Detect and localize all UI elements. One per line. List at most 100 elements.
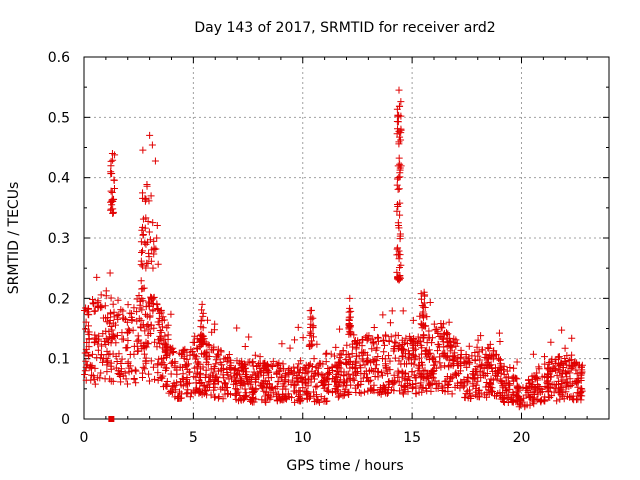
data-point <box>97 354 105 362</box>
data-point <box>154 369 162 377</box>
data-point <box>233 324 241 332</box>
data-point <box>175 349 183 357</box>
data-point <box>117 365 125 373</box>
data-point <box>217 365 225 373</box>
data-point <box>435 343 443 351</box>
data-point <box>574 378 582 386</box>
data-point <box>131 366 139 374</box>
data-point <box>125 327 133 335</box>
data-point <box>419 311 427 319</box>
data-point <box>395 138 403 146</box>
data-point <box>534 387 542 395</box>
data-point <box>227 372 235 380</box>
data-point <box>395 185 403 193</box>
data-point <box>353 339 361 347</box>
data-point <box>352 357 360 365</box>
data-point <box>138 374 146 382</box>
data-point <box>106 269 114 277</box>
data-point <box>373 361 381 369</box>
data-point <box>236 370 244 378</box>
data-point <box>370 381 378 389</box>
data-point <box>568 334 576 342</box>
data-point <box>421 350 429 358</box>
data-point <box>490 347 498 355</box>
data-point <box>244 379 252 387</box>
data-point <box>106 309 114 317</box>
data-point <box>377 390 385 398</box>
data-point <box>412 374 420 382</box>
data-point <box>575 390 583 398</box>
data-point <box>528 378 536 386</box>
data-point <box>450 335 458 343</box>
data-point <box>386 319 394 327</box>
data-point <box>306 331 314 339</box>
data-point <box>353 382 361 390</box>
data-point <box>237 395 245 403</box>
data-point <box>550 380 558 388</box>
data-point <box>324 387 332 395</box>
data-point <box>488 365 496 373</box>
data-point <box>529 350 537 358</box>
data-point <box>417 338 425 346</box>
data-point <box>238 375 246 383</box>
data-point <box>103 368 111 376</box>
data-point <box>119 372 127 380</box>
data-point <box>395 102 403 110</box>
data-point <box>415 354 423 362</box>
data-point <box>449 352 457 360</box>
data-point <box>385 352 393 360</box>
data-point <box>249 389 257 397</box>
data-point <box>420 334 428 342</box>
data-point <box>430 353 438 361</box>
data-point <box>332 343 340 351</box>
data-point <box>146 312 154 320</box>
data-point <box>142 195 150 203</box>
data-point <box>152 245 160 253</box>
data-point <box>547 338 555 346</box>
data-point <box>241 385 249 393</box>
data-point <box>544 379 552 387</box>
data-point <box>313 382 321 390</box>
data-point <box>253 370 261 378</box>
data-point <box>556 386 564 394</box>
data-point <box>412 338 420 346</box>
data-point <box>530 400 538 408</box>
data-point <box>325 370 333 378</box>
data-point <box>295 393 302 401</box>
data-point <box>219 395 227 403</box>
data-point <box>559 376 567 384</box>
data-point <box>197 323 205 331</box>
data-point <box>370 323 378 331</box>
data-point <box>269 363 277 371</box>
data-point <box>242 389 250 397</box>
data-point <box>145 197 153 205</box>
data-point <box>198 300 206 308</box>
data-point <box>396 341 404 349</box>
data-point <box>359 374 367 382</box>
data-point <box>183 365 191 373</box>
data-point <box>567 362 575 370</box>
data-point <box>386 357 394 365</box>
data-point <box>312 383 320 391</box>
data-point <box>203 381 211 389</box>
data-point <box>183 374 191 382</box>
data-point <box>441 388 449 396</box>
data-point <box>345 370 353 378</box>
data-point <box>395 127 403 135</box>
data-point <box>395 154 403 162</box>
data-point <box>434 329 442 337</box>
data-point <box>104 350 112 358</box>
data-point <box>117 306 125 314</box>
data-point <box>369 356 377 364</box>
data-point <box>349 343 357 351</box>
data-point <box>142 338 150 346</box>
data-point <box>336 350 344 358</box>
data-point <box>346 374 354 382</box>
data-point <box>346 353 354 361</box>
data-point <box>137 238 145 246</box>
data-point <box>524 389 532 397</box>
data-point <box>562 388 570 396</box>
data-point <box>154 304 162 312</box>
data-point <box>440 329 448 337</box>
data-point <box>374 353 382 361</box>
